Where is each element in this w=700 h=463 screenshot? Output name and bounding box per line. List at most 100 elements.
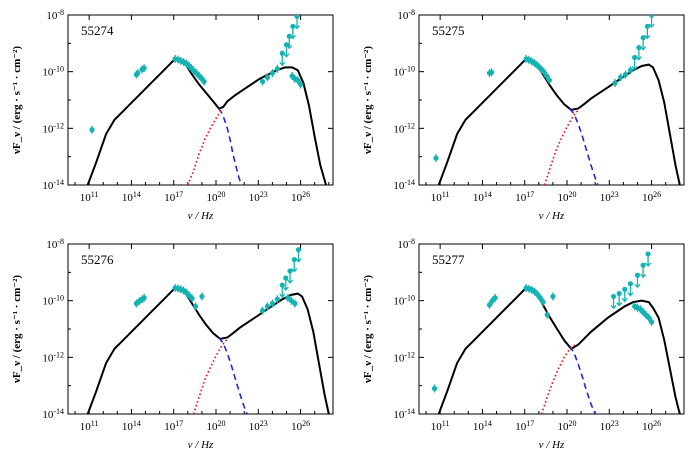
data-point: [141, 65, 147, 71]
data-point: [288, 298, 295, 304]
upper-limit-arrowhead: [283, 53, 290, 58]
y-tick-label: 10-14: [393, 407, 415, 421]
y-axis-label: νF_ν / (erg · s⁻¹ · cm⁻²): [362, 275, 374, 384]
upper-limit-arrowhead: [644, 34, 651, 40]
data-point: [540, 299, 546, 305]
sed-panel-55277: 1011 1014 1017 1020 1023 1026 10-8 10-10 10-12 10…: [362, 237, 685, 451]
panel-title: 55277: [432, 252, 465, 267]
data-point: [295, 77, 301, 83]
plot-area: [86, 247, 330, 414]
data-point: [431, 385, 438, 392]
y-tick-label: 10-8: [46, 237, 64, 251]
upper-limit-point: [286, 33, 292, 39]
sed-panel-55276: 1011 1014 1017 1020 1023 1026 10-8 10-10 10-12 10…: [11, 237, 334, 451]
ssc-line: [540, 343, 576, 414]
y-tick-label: 10-14: [42, 178, 64, 192]
y-tick-label: 10-8: [397, 8, 415, 22]
x-tick-label: 1026: [291, 190, 310, 204]
upper-limit-arrowhead: [291, 268, 298, 273]
data-point: [544, 312, 550, 318]
upper-limit-point: [283, 275, 289, 281]
plot-area: [86, 15, 327, 185]
upper-limit-arrowhead: [627, 292, 634, 297]
y-axis-label: νF_ν / (erg · s⁻¹ · cm⁻²): [11, 275, 23, 384]
upper-limit-arrowhead: [634, 283, 641, 289]
data-point: [292, 300, 298, 307]
ssc-line: [192, 338, 228, 414]
upper-limit-arrowhead: [294, 25, 301, 30]
sed-panel-55274: 1011 1014 1017 1020 1023 1026 10-8 10-10 10-12 10…: [11, 8, 334, 222]
data-point: [259, 307, 266, 314]
ssc-line: [187, 109, 223, 185]
upper-limit-point: [291, 256, 297, 263]
x-tick-label: 1026: [642, 190, 661, 204]
upper-limit-arrowhead: [287, 279, 294, 284]
data-point: [274, 296, 280, 302]
x-tick-label: 1017: [164, 190, 183, 204]
x-axis-label: ν / Hz: [539, 210, 565, 222]
data-point: [541, 69, 547, 75]
y-tick-label: 10-10: [393, 294, 415, 308]
x-tick-label: 1011: [431, 419, 450, 433]
x-tick-label: 1026: [642, 419, 661, 433]
upper-limit-point: [648, 15, 655, 18]
y-tick-label: 10-12: [42, 121, 64, 135]
upper-limit-point: [294, 15, 300, 20]
data-point: [192, 303, 199, 309]
y-tick-label: 10-10: [42, 65, 64, 79]
model-sed-line: [437, 57, 681, 185]
upper-limit-point: [287, 268, 293, 274]
x-tick-label: 1020: [207, 190, 226, 204]
y-tick-label: 10-8: [46, 8, 64, 22]
data-point: [274, 66, 280, 72]
data-point: [486, 302, 493, 308]
x-tick-label: 1017: [515, 419, 534, 433]
upper-limit-point: [616, 290, 622, 297]
y-tick-label: 10-14: [42, 407, 64, 421]
data-point: [269, 300, 275, 307]
upper-limit-point: [279, 282, 285, 288]
x-tick-label: 1011: [80, 190, 99, 204]
data-point: [550, 293, 556, 300]
upper-limit-arrowhead: [282, 286, 289, 292]
data-point: [646, 315, 652, 321]
x-tick-label: 1023: [600, 190, 619, 204]
y-tick-label: 10-14: [393, 178, 415, 192]
data-point: [492, 295, 498, 301]
x-tick-label: 1014: [122, 419, 141, 433]
x-tick-label: 1020: [207, 419, 226, 433]
data-point: [488, 69, 495, 75]
upper-limit-arrowhead: [616, 302, 623, 307]
x-tick-label: 1020: [558, 190, 577, 204]
upper-limit-arrowhead: [289, 34, 296, 40]
model-sed-line: [86, 57, 327, 185]
upper-limit-arrowhead: [640, 273, 647, 279]
data-point: [259, 78, 266, 85]
data-point: [199, 293, 205, 300]
x-tick-label: 1011: [431, 190, 450, 204]
data-point: [612, 80, 618, 86]
plot-frame: [418, 243, 685, 415]
data-point: [135, 70, 141, 76]
synchrotron-line: [569, 345, 596, 414]
x-tick-label: 1011: [80, 419, 99, 433]
data-point: [89, 127, 95, 133]
ssc-line: [543, 109, 579, 185]
x-axis-label: ν / Hz: [188, 210, 214, 222]
x-tick-label: 1020: [558, 419, 577, 433]
upper-limit-point: [295, 247, 302, 253]
data-point: [264, 303, 271, 309]
x-tick-label: 1014: [122, 190, 141, 204]
data-point: [433, 155, 439, 161]
upper-limit-point: [610, 293, 617, 300]
y-tick-label: 10-10: [42, 294, 64, 308]
data-point: [543, 73, 550, 79]
upper-limit-point: [640, 262, 646, 268]
data-point: [648, 319, 655, 325]
upper-limit-arrowhead: [295, 258, 302, 263]
model-sed-line: [86, 286, 330, 414]
data-point: [201, 78, 207, 85]
data-point: [546, 77, 552, 83]
synchrotron-line: [569, 108, 599, 185]
